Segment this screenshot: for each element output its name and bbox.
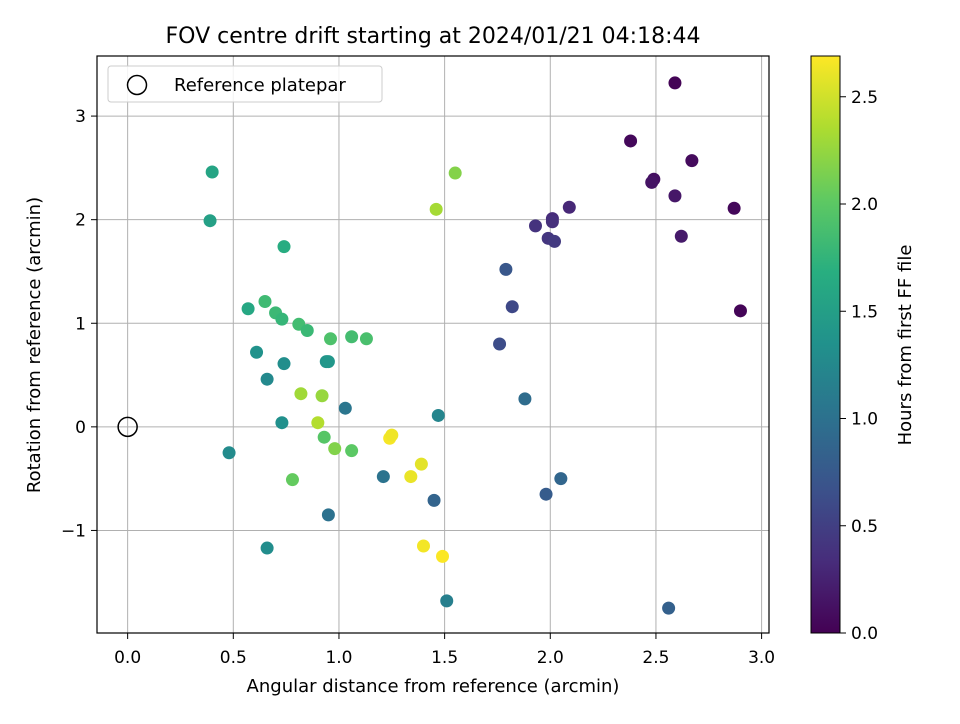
data-point	[376, 470, 390, 484]
data-point	[315, 389, 329, 403]
data-point	[260, 372, 274, 386]
grid	[97, 56, 769, 633]
data-point	[554, 472, 568, 486]
data-point	[668, 76, 682, 90]
data-point	[505, 300, 519, 314]
reference-platepar-marker	[117, 416, 138, 438]
data-point	[431, 408, 445, 422]
x-axis-label: Angular distance from reference (arcmin)	[247, 676, 620, 697]
x-tick-label: 2.5	[642, 648, 669, 668]
data-point	[285, 473, 299, 487]
y-tick-label: 3	[75, 107, 86, 127]
legend-box	[107, 65, 383, 103]
data-point	[311, 416, 325, 430]
data-point	[294, 387, 308, 401]
data-point	[662, 601, 676, 615]
data-point	[727, 201, 741, 215]
colorbar-label: Hours from first FF file	[895, 245, 916, 446]
data-point	[205, 165, 219, 179]
data-point	[277, 357, 291, 371]
colorbar-tick-label: 1.0	[851, 410, 878, 430]
data-point	[427, 493, 441, 507]
data-point	[545, 215, 559, 229]
data-point	[345, 444, 359, 458]
data-point	[321, 355, 335, 369]
colorbar-tick-label: 1.5	[851, 302, 878, 322]
data-point	[429, 202, 443, 216]
data-points	[117, 76, 747, 615]
colorbar-tick-label: 0.0	[851, 624, 878, 644]
data-point	[385, 428, 399, 442]
data-point	[440, 594, 454, 608]
y-axis-ticks: −1 0 1 2 3	[61, 107, 97, 541]
data-point	[645, 175, 659, 189]
data-point	[345, 330, 359, 344]
y-tick-label: 0	[75, 418, 86, 438]
data-point	[539, 487, 553, 501]
x-tick-label: 0.0	[114, 648, 141, 668]
x-tick-label: 1.5	[431, 648, 458, 668]
colorbar-tick-label: 2.5	[851, 88, 878, 108]
data-point	[414, 457, 428, 471]
colorbar	[810, 55, 841, 634]
data-point	[321, 508, 335, 522]
legend: Reference platepar	[107, 65, 383, 103]
data-point	[416, 539, 430, 553]
data-point	[300, 324, 314, 338]
data-point	[328, 442, 342, 456]
data-point	[277, 240, 291, 254]
data-point	[668, 189, 682, 203]
data-point	[241, 302, 255, 316]
legend-entry-reference: Reference platepar	[174, 75, 346, 96]
data-point	[275, 416, 289, 430]
data-point	[250, 345, 264, 359]
colorbar-tick-label: 2.0	[851, 195, 878, 215]
data-point	[548, 234, 562, 248]
data-point	[404, 470, 418, 484]
y-tick-label: −1	[61, 521, 86, 541]
data-point	[260, 541, 274, 555]
x-tick-label: 3.0	[748, 648, 775, 668]
reference-marker-legend-icon	[126, 74, 148, 96]
data-point	[448, 166, 462, 180]
data-point	[518, 392, 532, 406]
colorbar-tick-label: 0.5	[851, 517, 878, 537]
y-tick-label: 2	[75, 211, 86, 231]
data-point	[624, 134, 638, 148]
data-point	[528, 219, 542, 233]
x-tick-label: 0.5	[220, 648, 247, 668]
data-point	[685, 154, 699, 168]
data-point	[733, 304, 747, 318]
data-point	[493, 337, 507, 351]
plot-frame	[96, 55, 770, 634]
data-point	[436, 549, 450, 563]
data-point	[222, 446, 236, 460]
data-point	[275, 312, 289, 326]
colorbar-ticks: 0.0 0.5 1.0 1.5 2.0 2.5	[840, 88, 878, 644]
y-tick-label: 1	[75, 314, 86, 334]
data-point	[258, 295, 272, 309]
x-tick-label: 1.0	[325, 648, 352, 668]
data-point	[674, 229, 688, 243]
data-point	[499, 262, 513, 276]
data-point	[324, 332, 338, 346]
chart-title: FOV centre drift starting at 2024/01/21 …	[166, 24, 701, 49]
data-point	[317, 430, 331, 444]
data-point	[203, 214, 217, 228]
data-point	[338, 401, 352, 415]
data-point	[359, 332, 373, 346]
x-tick-label: 2.0	[537, 648, 564, 668]
data-point	[562, 200, 576, 214]
x-axis-ticks: 0.0 0.5 1.0 1.5 2.0 2.5 3.0	[114, 633, 775, 668]
y-axis-label: Rotation from reference (arcmin)	[24, 197, 45, 493]
